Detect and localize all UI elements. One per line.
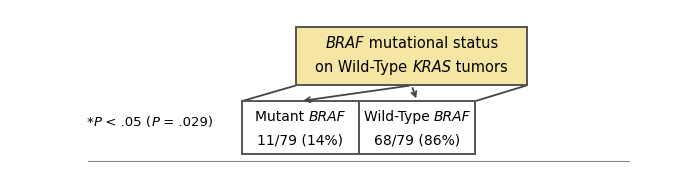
Text: Mutant: Mutant [256, 110, 309, 124]
Text: 68/79 (86%): 68/79 (86%) [374, 133, 460, 147]
Text: tumors: tumors [451, 60, 508, 75]
Text: BRAF: BRAF [309, 110, 346, 124]
Text: P: P [93, 116, 102, 129]
Text: Wild-Type: Wild-Type [364, 110, 434, 124]
Text: 11/79 (14%): 11/79 (14%) [258, 133, 344, 147]
Text: *: * [87, 116, 93, 129]
Text: BRAF: BRAF [326, 36, 364, 51]
Text: BRAF: BRAF [434, 110, 470, 124]
FancyBboxPatch shape [242, 101, 358, 154]
Text: P: P [151, 116, 160, 129]
FancyBboxPatch shape [358, 101, 475, 154]
Text: < .05 (: < .05 ( [102, 116, 151, 129]
Text: KRAS: KRAS [412, 60, 451, 75]
FancyBboxPatch shape [296, 27, 527, 85]
Text: mutational status: mutational status [364, 36, 498, 51]
Text: on Wild-Type: on Wild-Type [316, 60, 412, 75]
Text: = .029): = .029) [160, 116, 214, 129]
